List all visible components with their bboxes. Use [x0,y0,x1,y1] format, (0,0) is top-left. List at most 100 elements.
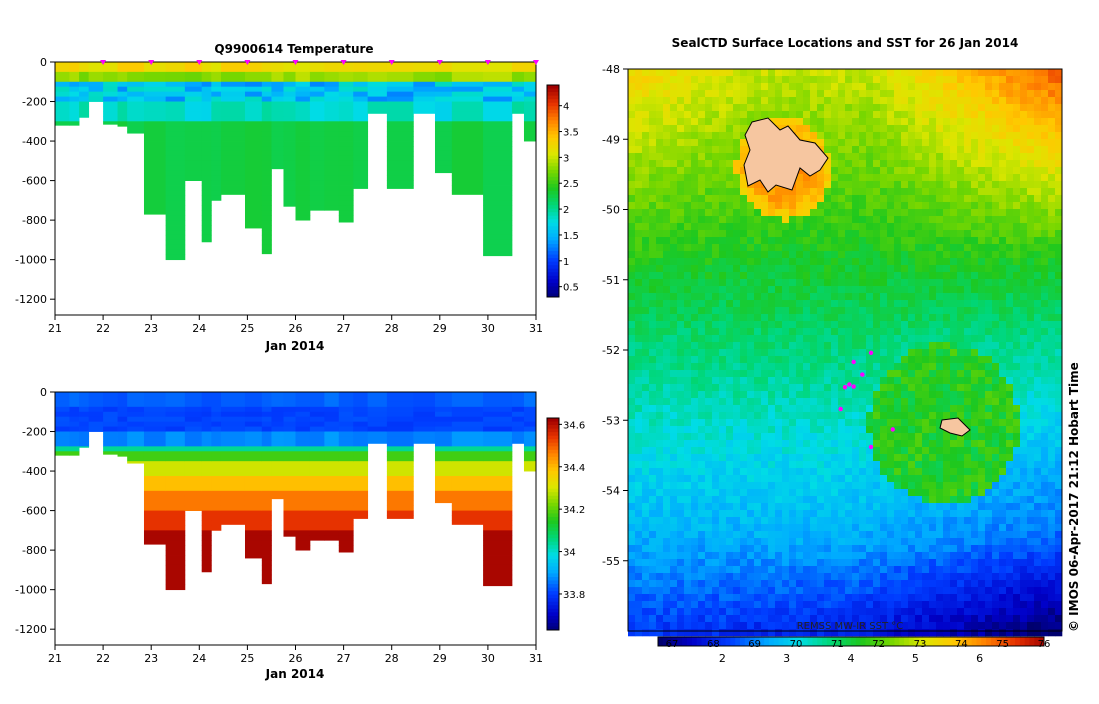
sst-cell [1055,132,1062,139]
sst-cell [656,286,663,293]
section-cell [452,481,484,486]
sst-cell [880,132,887,139]
sst-cell [824,195,831,202]
section-cell [324,506,339,511]
sst-cell [817,174,824,181]
sst-cell [824,314,831,321]
sst-cell [789,202,796,209]
sst-cell [810,349,817,356]
section-cell [283,121,295,126]
section-cell [185,141,202,146]
sst-cell [845,370,852,377]
sst-cell [670,426,677,433]
sst-cell [754,188,761,195]
section-cell [262,471,272,476]
sst-cell [712,76,719,83]
section-cell [310,486,325,491]
sst-cell [978,83,985,90]
sst-cell [1034,139,1041,146]
section-cell [166,92,186,97]
colorbar-segment [547,187,559,191]
section-cell [211,432,221,437]
sst-cell [950,293,957,300]
sst-cell [852,349,859,356]
section-cell [283,402,295,407]
section-cell [221,516,245,521]
section-cell [452,136,484,141]
sst-cell [754,83,761,90]
sst-cell [768,391,775,398]
sst-cell [999,314,1006,321]
sst-cell [964,356,971,363]
section-cell [296,501,311,506]
sst-cell [978,76,985,83]
sst-cell [887,293,894,300]
sst-cell [1013,111,1020,118]
sst-cell [971,90,978,97]
section-cell [245,141,262,146]
sst-cell [649,181,656,188]
sst-cell [712,160,719,167]
sst-cell [740,230,747,237]
sst-cell [901,433,908,440]
section-cell [245,156,262,161]
sst-cell [929,244,936,251]
sst-cell [950,272,957,279]
section-cell [211,166,221,171]
sst-cell [992,237,999,244]
sst-cell [663,293,670,300]
sst-cell [768,293,775,300]
sst-cell [1048,314,1055,321]
sst-cell [796,314,803,321]
section-cell [435,82,452,87]
colorbar-segment [547,503,559,507]
sst-cell [698,370,705,377]
sst-cell [957,398,964,405]
sst-cell [936,181,943,188]
sst-cell [831,384,838,391]
sst-cell [712,293,719,300]
sst-cell [894,265,901,272]
sst-cell [782,426,789,433]
sst-cell [887,69,894,76]
section-cell [262,245,272,250]
section-cell [271,67,283,72]
section-cell [166,555,186,560]
sst-cell [733,370,740,377]
section-cell [339,156,354,161]
sst-cell [649,195,656,202]
section-cell [524,62,536,67]
section-cell [324,111,339,116]
sst-cell [957,83,964,90]
sst-cell [691,153,698,160]
sst-cell [999,97,1006,104]
sst-cell [768,209,775,216]
section-cell [69,392,79,397]
sst-cell [803,118,810,125]
sst-cell [691,251,698,258]
section-cell [435,102,452,107]
sst-cell [824,69,831,76]
sst-cell [852,181,859,188]
sst-cell [1055,426,1062,433]
sst-cell [1041,391,1048,398]
sst-cell [1048,293,1055,300]
sst-cell [733,139,740,146]
section-cell [166,87,186,92]
sst-cell [922,90,929,97]
section-cell [262,392,272,397]
sst-cell [922,230,929,237]
sst-cell [698,321,705,328]
section-cell [271,392,283,397]
sst-cell [705,251,712,258]
sst-cell [845,146,852,153]
sst-cell [901,118,908,125]
section-cell [324,146,339,151]
sst-cell [761,202,768,209]
sst-cell [817,195,824,202]
section-cell [413,402,435,407]
sst-cell [831,209,838,216]
sst-cell [747,223,754,230]
sst-cell [859,405,866,412]
sst-cell [1027,265,1034,272]
